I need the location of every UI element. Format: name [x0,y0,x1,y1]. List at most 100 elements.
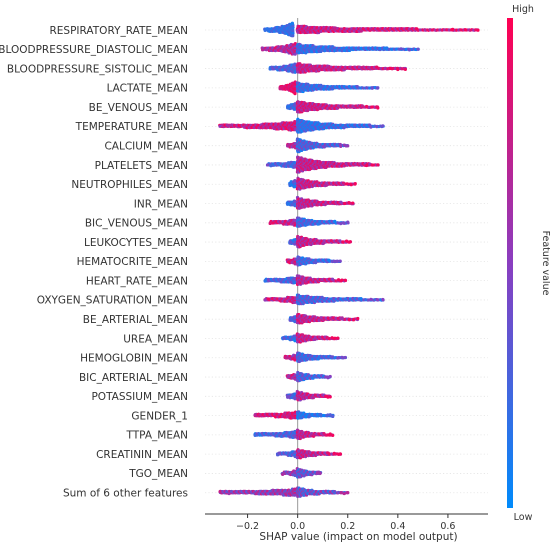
shap-point [336,336,340,340]
shap-point [336,356,341,360]
shap-point [349,183,353,187]
shap-point [339,222,343,226]
shap-point [339,144,343,148]
shap-point [326,413,330,417]
shap-point [263,28,267,33]
shap-point [324,394,328,398]
shap-point [218,124,222,128]
shap-point [328,413,332,417]
shap-point [369,297,373,301]
row-guides [205,29,488,494]
shap-point [258,413,262,417]
shap-point [351,201,355,205]
shap-point [293,184,297,189]
shap-point [263,298,267,302]
shap-point [346,144,350,148]
shap-point [476,28,480,32]
shap-point [268,221,272,226]
shap-point [268,67,272,71]
shap-point [344,239,349,243]
shap-point [416,47,420,51]
shap-point [324,375,328,379]
shap-point [293,165,297,169]
shap-point [340,355,344,359]
shap-point [264,48,269,52]
shap-point [407,48,412,52]
shap-point [375,124,379,129]
shap-point [332,259,336,263]
shap-point [364,104,369,109]
shap-point [261,48,265,52]
shap-point [343,201,347,206]
shap-point [267,297,271,301]
shap-point [376,106,380,110]
shap-point [293,397,297,401]
shap-point [333,336,337,340]
shap-point [347,318,351,322]
shap-point [328,395,332,399]
shap-point [348,240,352,244]
shap-point [293,179,297,183]
shap-point [342,221,346,225]
shap-point [293,42,297,46]
shap-point [227,124,231,128]
shap-point [293,281,297,285]
shap-point [293,91,297,96]
shap-point [338,259,342,263]
shap-point [253,433,257,438]
shap-point [293,119,297,124]
shap-point [266,163,270,167]
shap-point [293,218,297,222]
shap-point [289,240,293,244]
dots-layer [218,21,480,498]
shap-point [293,161,297,165]
shap-point [293,242,297,246]
shap-point [289,317,293,321]
shap-point [356,316,360,321]
shap-point [364,163,369,168]
shap-point [280,85,284,89]
shap-point [381,297,385,302]
shap-point [286,374,291,379]
shap-point [376,163,380,167]
shap-point [253,413,257,417]
shap-point [342,143,346,147]
shap-point [286,202,291,206]
shap-point [266,27,271,31]
shap-point [340,278,344,282]
shap-point [263,279,267,283]
shap-point [370,163,374,167]
shap-point [284,356,288,360]
shap-point [293,300,297,304]
shap-point [345,182,349,186]
shap-point [293,62,297,66]
shap-point [331,414,335,419]
shap-point [346,220,350,224]
shap-point [286,394,291,399]
shap-point [289,183,293,187]
shap-point [267,279,271,283]
shap-point [341,240,345,244]
shap-point [293,339,297,343]
shap-point [381,124,385,128]
shap-point [290,21,294,25]
shap-point [336,278,341,282]
shap-point [293,358,297,362]
shap-point [293,199,297,203]
shap-point [369,125,373,129]
shap-point [293,262,297,266]
shap-point [364,86,369,90]
shap-point [293,373,297,377]
shap-point [463,28,467,32]
shap-point [353,182,357,186]
shap-point [269,164,273,168]
shap-point [376,86,380,90]
shap-point [286,260,291,264]
shap-point [403,67,407,72]
shap-point [293,70,297,74]
shap-point [286,143,291,147]
shap-point [399,47,403,51]
shap-point [293,128,297,132]
shap-point [293,52,297,56]
